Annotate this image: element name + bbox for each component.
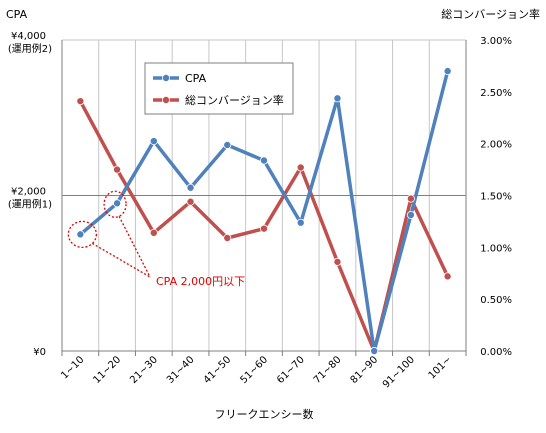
x-tick-label: 61~70 bbox=[275, 354, 307, 386]
data-point bbox=[76, 97, 85, 106]
right-tick-label: 0.00% bbox=[480, 347, 512, 358]
annotation-pointer bbox=[92, 242, 151, 278]
right-tick-label: 2.50% bbox=[480, 88, 512, 99]
data-point bbox=[406, 194, 415, 203]
data-point bbox=[259, 224, 268, 233]
right-tick-label: 2.00% bbox=[480, 140, 512, 151]
right-tick-label: 0.50% bbox=[480, 295, 512, 306]
annotation-text: CPA 2,000円以下 bbox=[156, 275, 245, 288]
legend-marker bbox=[161, 96, 170, 105]
data-point bbox=[149, 228, 158, 237]
data-point bbox=[406, 210, 415, 219]
legend: CPA 総コンバージョン率 bbox=[144, 62, 294, 115]
right-tick-label: 1.00% bbox=[480, 243, 512, 254]
data-point bbox=[259, 156, 268, 165]
annotation-circle bbox=[67, 220, 98, 249]
x-tick-label: 31~40 bbox=[165, 354, 197, 386]
data-point bbox=[186, 197, 195, 206]
data-point bbox=[296, 163, 305, 172]
right-tick-label: 1.50% bbox=[480, 192, 512, 203]
data-point bbox=[223, 234, 232, 243]
data-point bbox=[113, 199, 122, 208]
right-axis-title: 総コンバージョン率 bbox=[441, 7, 540, 21]
annotation-pointer bbox=[118, 215, 151, 278]
data-point bbox=[113, 165, 122, 174]
data-point bbox=[223, 140, 232, 149]
data-point bbox=[370, 346, 379, 355]
x-tick-label: 51~60 bbox=[238, 354, 270, 386]
x-tick-label: 81~90 bbox=[349, 354, 381, 386]
left-axis-title: CPA bbox=[6, 8, 28, 21]
annotation: CPA 2,000円以下 bbox=[67, 190, 245, 288]
left-tick-label: ¥0 bbox=[33, 347, 46, 358]
data-point bbox=[333, 94, 342, 103]
x-tick-label: 41~50 bbox=[202, 354, 234, 386]
series-group bbox=[76, 67, 452, 355]
data-point bbox=[76, 230, 85, 239]
x-axis-ticks: 1~10 11~20 21~30 31~40 41~50 51~60 61~70 71~80 8… bbox=[59, 354, 453, 390]
right-tick-label: 3.00% bbox=[480, 36, 512, 47]
x-tick-label: 1~10 bbox=[59, 354, 86, 381]
x-tick-label: 91~100 bbox=[381, 354, 417, 390]
left-tick-label: ¥2,000 bbox=[11, 187, 46, 198]
data-point bbox=[296, 218, 305, 227]
legend-box bbox=[144, 62, 294, 115]
annotation-circle bbox=[103, 190, 127, 218]
data-point bbox=[149, 137, 158, 146]
data-point bbox=[186, 183, 195, 192]
left-axis-ticks: ¥0 ¥2,000(運用例1) ¥4,000(運用例2) bbox=[8, 31, 52, 358]
legend-label: CPA bbox=[185, 72, 207, 85]
right-axis-ticks: 0.00% 0.50% 1.00% 1.50% 2.00% 2.50% 3.00% bbox=[480, 36, 512, 358]
left-tick-note: (運用例2) bbox=[8, 42, 52, 55]
data-point bbox=[443, 272, 452, 281]
legend-label: 総コンバージョン率 bbox=[185, 93, 284, 107]
data-point bbox=[443, 67, 452, 76]
data-point bbox=[333, 257, 342, 266]
left-tick-note: (運用例1) bbox=[8, 198, 52, 211]
x-tick-label: 101~ bbox=[427, 354, 454, 381]
x-tick-label: 71~80 bbox=[312, 354, 344, 386]
x-tick-label: 11~20 bbox=[92, 354, 124, 386]
legend-marker bbox=[161, 74, 170, 83]
left-tick-label: ¥4,000 bbox=[11, 31, 46, 42]
x-axis-title: フリークエンシー数 bbox=[215, 408, 314, 421]
x-tick-label: 21~30 bbox=[128, 354, 160, 386]
